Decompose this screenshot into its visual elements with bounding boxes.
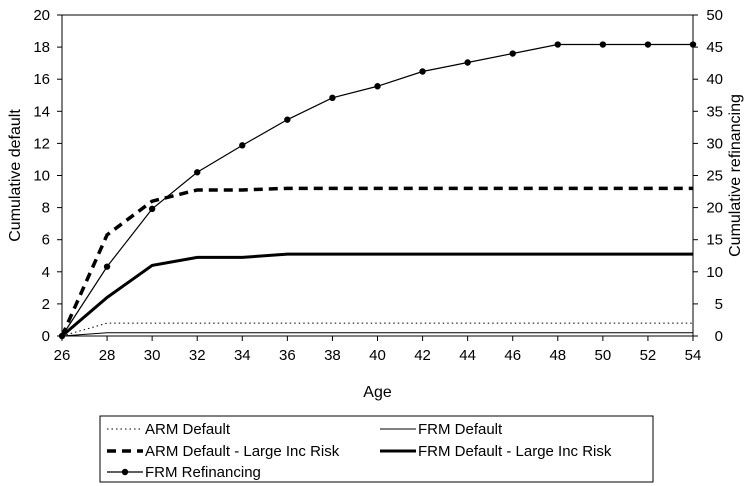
series-point (464, 59, 471, 66)
left-tick-label: 12 (33, 135, 50, 152)
series-point (194, 169, 201, 176)
x-tick-label: 28 (99, 347, 116, 364)
x-tick-label: 54 (685, 347, 702, 364)
x-tick-label: 50 (595, 347, 612, 364)
right-tick-label: 50 (706, 7, 723, 24)
right-tick-label: 5 (715, 296, 723, 313)
x-tick-label: 34 (234, 347, 251, 364)
series-line-2 (60, 186, 693, 337)
right-tick-label: 20 (706, 200, 723, 217)
x-tick-label: 40 (369, 347, 386, 364)
left-tick-label: 10 (33, 168, 50, 185)
series-point (239, 142, 246, 149)
right-tick-label: 0 (715, 328, 723, 345)
left-tick-label: 18 (33, 39, 50, 56)
legend-label: FRM Default (418, 421, 503, 438)
left-axis-title: Cumulative default (7, 109, 24, 242)
left-tick-label: 16 (33, 71, 50, 88)
right-tick-label: 45 (706, 39, 723, 56)
right-tick-label: 25 (706, 168, 723, 185)
left-tick-label: 6 (42, 232, 50, 249)
series-point (374, 83, 381, 90)
right-axis-ticks: 0 5 10 15 20 25 30 35 40 45 50 (693, 7, 723, 345)
x-axis-ticks: 26 28 30 32 34 36 38 40 42 44 46 48 50 52 54 (54, 336, 702, 364)
left-tick-label: 0 (42, 328, 50, 345)
right-tick-label: 35 (706, 103, 723, 120)
left-tick-label: 20 (33, 7, 50, 24)
x-tick-label: 32 (189, 347, 206, 364)
left-axis-ticks: 0 2 4 6 8 10 12 14 16 18 20 (33, 7, 62, 345)
series-point (599, 41, 607, 48)
x-tick-label: 42 (414, 347, 431, 364)
x-tick-label: 48 (549, 347, 566, 364)
x-tick-label: 44 (459, 347, 476, 364)
right-axis-title: Cumulative refinancing (727, 94, 744, 257)
x-tick-label: 26 (54, 347, 71, 364)
legend-items: ARM Default FRM Default ARM Default - Larg… (107, 421, 612, 481)
series-point (329, 94, 336, 102)
legend-label: FRM Refinancing (145, 464, 261, 481)
series-line-0 (61, 322, 693, 337)
x-tick-label: 36 (279, 347, 296, 364)
legend-marker (121, 468, 129, 476)
series-point (644, 41, 652, 48)
x-tick-label: 46 (504, 347, 521, 364)
x-tick-label: 52 (640, 347, 657, 364)
left-tick-label: 8 (42, 200, 50, 217)
series-point (58, 332, 66, 340)
series-line-1 (61, 332, 693, 337)
series-point (509, 50, 516, 57)
legend (99, 415, 654, 483)
right-tick-label: 10 (706, 264, 723, 281)
series-layer (58, 41, 697, 340)
left-tick-label: 4 (42, 264, 50, 281)
right-tick-label: 15 (706, 232, 723, 249)
legend-label: FRM Default - Large Inc Risk (418, 443, 612, 460)
legend-label: ARM Default - Large Inc Risk (145, 443, 340, 460)
x-axis-title: Age (363, 384, 392, 401)
right-tick-label: 30 (706, 135, 723, 152)
x-tick-label: 30 (144, 347, 161, 364)
legend-label: ARM Default (145, 421, 231, 438)
series-point (419, 68, 426, 75)
left-tick-label: 2 (42, 296, 50, 313)
plot-area (61, 14, 694, 337)
x-tick-label: 38 (324, 347, 341, 364)
right-tick-label: 40 (706, 71, 723, 88)
series-point (284, 116, 291, 123)
series-line-3 (61, 252, 693, 338)
series-point (689, 41, 697, 48)
series-point (554, 41, 561, 48)
left-tick-label: 14 (33, 103, 50, 120)
series-point (148, 205, 156, 213)
series-point (103, 263, 111, 270)
